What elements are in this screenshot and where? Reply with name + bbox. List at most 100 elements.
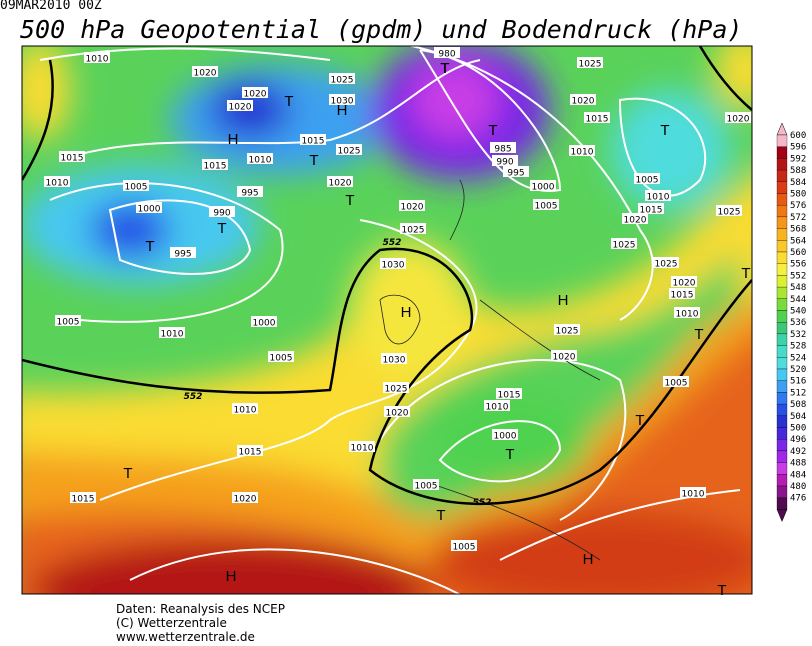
- isobar-label: 1010: [86, 55, 109, 65]
- isobar-label: 1025: [402, 226, 425, 236]
- colorbar-label: 500: [790, 424, 806, 434]
- isobar-label: 1015: [204, 162, 227, 172]
- colorbar-label: 544: [790, 295, 806, 305]
- isobar-label: 1005: [125, 183, 148, 193]
- pressure-center: H: [583, 551, 594, 568]
- title: 500 hPa Geopotential (gpdm) und Bodendru…: [20, 15, 742, 44]
- isobar-label-bg: [716, 205, 742, 216]
- isobar-label: 1015: [302, 137, 325, 147]
- isobar-label: 1030: [331, 97, 354, 107]
- colorbar-cell: [776, 380, 788, 393]
- colorbar-cell: [776, 310, 788, 323]
- colorbar-label: 568: [790, 225, 806, 235]
- isobar-label-bg: [577, 57, 603, 68]
- isobar-label-bg: [503, 166, 529, 177]
- colorbar-label: 600: [790, 131, 806, 141]
- colorbar-label: 596: [790, 143, 806, 153]
- isobar-label-bg: [349, 441, 375, 452]
- pressure-center: T: [505, 446, 514, 463]
- isobar-label-bg: [671, 276, 697, 287]
- colorbar-cell: [776, 228, 788, 241]
- isobar-label-bg: [170, 247, 196, 258]
- isobar-label-bg: [247, 153, 273, 164]
- field: [22, 46, 752, 594]
- isobar-label-bg: [496, 388, 522, 399]
- isobar-label-bg: [492, 155, 518, 166]
- height-label: 552: [383, 238, 402, 248]
- isobar-label: 995: [241, 189, 258, 199]
- colorbar-cell: [776, 275, 788, 288]
- isobar-label: 1005: [57, 318, 80, 328]
- pressure-center: T: [345, 192, 354, 209]
- isobar-label-bg: [381, 353, 407, 364]
- isobar-label-bg: [232, 403, 258, 414]
- pressure-center: T: [488, 122, 497, 139]
- isobar-label-bg: [242, 87, 268, 98]
- isobar-label-bg: [400, 223, 426, 234]
- isobar-label: 1000: [494, 432, 517, 442]
- colorbar-label: 504: [790, 412, 806, 422]
- isobar-label-bg: [634, 173, 660, 184]
- isobar-label: 990: [213, 209, 230, 219]
- colorbar-label: 576: [790, 201, 806, 211]
- pressure-center: T: [660, 122, 669, 139]
- isobar-label: 1005: [636, 176, 659, 186]
- colorbar-label: 480: [790, 482, 806, 492]
- colorbar-cell: [776, 474, 788, 487]
- isobar-label-bg: [59, 151, 85, 162]
- isobar-label-bg: [434, 47, 460, 58]
- isobar-label: 1010: [46, 179, 69, 189]
- colorbar-cap: [776, 509, 788, 523]
- colorbar-cell: [776, 169, 788, 182]
- colorbar-label: 484: [790, 470, 806, 480]
- isobar-label: 1020: [229, 103, 252, 113]
- isobar-label-bg: [268, 351, 294, 362]
- isobar-label: 1010: [234, 406, 257, 416]
- isobar-label: 1020: [553, 353, 576, 363]
- isobar-label: 1010: [571, 148, 594, 158]
- footer-line: Daten: Reanalysis des NCEP: [116, 602, 285, 616]
- colorbar-cell: [776, 485, 788, 498]
- colorbar-label: 492: [790, 447, 806, 457]
- isobar-label-bg: [209, 206, 235, 217]
- isobar-label-bg: [663, 376, 689, 387]
- colorbar-cell: [776, 462, 788, 475]
- colorbar-label: 496: [790, 435, 806, 445]
- isobar-label: 1000: [138, 205, 161, 215]
- isobar-label: 1020: [401, 203, 424, 213]
- isobar-label: 1020: [234, 495, 257, 505]
- isobar-label-bg: [192, 66, 218, 77]
- colorbar-cell: [776, 158, 788, 171]
- isobar-label: 985: [494, 145, 511, 155]
- isobar-label-bg: [451, 540, 477, 551]
- isobar-label: 1025: [655, 260, 678, 270]
- isobar-label: 1020: [329, 179, 352, 189]
- isobar-label: 1015: [498, 391, 521, 401]
- isobar-label: 1015: [61, 154, 84, 164]
- pressure-center: H: [228, 131, 239, 148]
- colorbar-cell: [776, 345, 788, 358]
- colorbar-cell: [776, 403, 788, 416]
- colorbar-cap: [776, 122, 788, 136]
- colorbar-label: 508: [790, 400, 806, 410]
- isobar-label: 995: [507, 169, 524, 179]
- pressure-center: T: [284, 93, 293, 110]
- footer-line: www.wetterzentrale.de: [116, 630, 255, 644]
- isobar-label-bg: [584, 112, 610, 123]
- isobar-label-bg: [380, 258, 406, 269]
- isobar-label: 990: [496, 158, 513, 168]
- isobar-label-bg: [327, 176, 353, 187]
- height-label: 552: [473, 498, 492, 508]
- colorbar-label: 476: [790, 494, 806, 504]
- isobar-label-bg: [533, 199, 559, 210]
- isobar-label-bg: [70, 492, 96, 503]
- colorbar-cell: [776, 134, 788, 147]
- colorbar-label: 536: [790, 318, 806, 328]
- pressure-center: H: [226, 568, 237, 585]
- isobar-label: 1010: [351, 444, 374, 454]
- colorbar-cell: [776, 357, 788, 370]
- isobar-label: 1020: [673, 279, 696, 289]
- isobar-label-bg: [399, 200, 425, 211]
- isobar-label-bg: [237, 445, 263, 456]
- colorbar-label: 548: [790, 283, 806, 293]
